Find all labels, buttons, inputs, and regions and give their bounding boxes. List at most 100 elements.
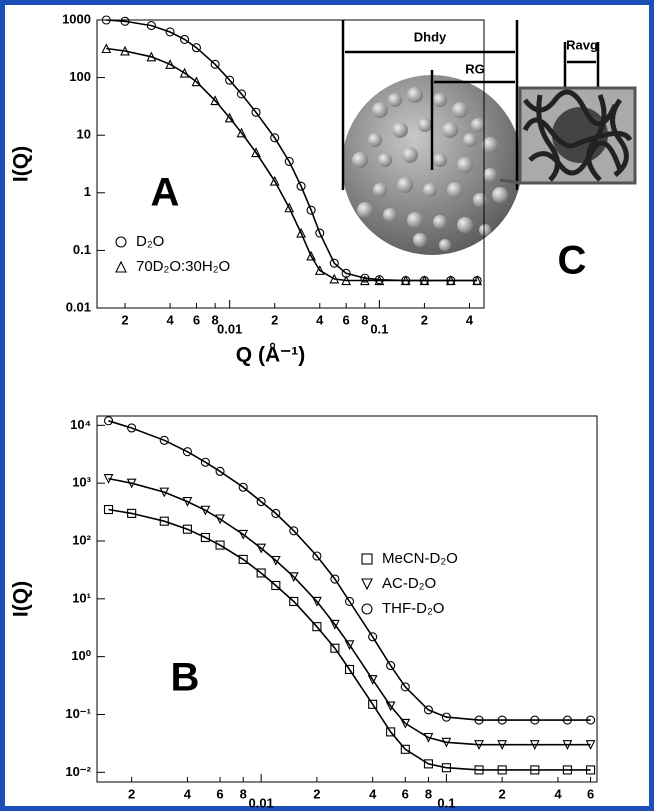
fit-line — [108, 508, 591, 771]
marker — [472, 275, 483, 286]
marker — [180, 34, 190, 44]
marker — [238, 554, 248, 564]
marker — [423, 759, 433, 769]
fit-line — [106, 47, 478, 282]
marker — [385, 701, 396, 712]
x-tick-label: 4 — [466, 312, 474, 327]
marker — [497, 765, 507, 775]
dhdy-label: Dhdy — [414, 29, 447, 44]
marker — [386, 661, 396, 671]
legend-label: 70D₂O:30H₂O — [136, 258, 230, 275]
marker — [529, 740, 540, 750]
marker — [103, 416, 114, 426]
marker — [271, 508, 281, 518]
y-tick-label: 10⁰ — [71, 648, 91, 663]
marker — [368, 699, 378, 709]
x-tick-label: 6 — [402, 786, 409, 801]
marker — [182, 497, 193, 507]
marker — [182, 447, 192, 457]
marker — [329, 619, 340, 630]
x-tick-label: 6 — [587, 786, 594, 801]
marker — [474, 765, 484, 775]
beads — [352, 87, 508, 251]
marker — [296, 181, 306, 191]
marker — [256, 497, 266, 507]
marker — [400, 275, 411, 286]
y-tick-label: 10³ — [72, 475, 91, 490]
marker — [314, 265, 325, 275]
y-tick-label: 1000 — [62, 11, 91, 26]
marker — [312, 551, 322, 561]
marker — [289, 596, 299, 607]
marker — [215, 514, 225, 525]
x-tick-label: 6 — [193, 312, 200, 327]
marker — [441, 712, 451, 722]
marker — [165, 59, 175, 69]
marker — [361, 578, 373, 591]
marker — [341, 275, 352, 286]
x-tick-label: 2 — [421, 312, 428, 327]
marker — [224, 112, 235, 123]
marker — [146, 21, 156, 31]
marker — [238, 482, 248, 492]
y-axis-title: I(Q) — [10, 581, 33, 617]
marker — [312, 596, 322, 607]
marker — [562, 765, 572, 775]
marker — [191, 76, 202, 87]
dimension-lines — [341, 20, 600, 190]
marker — [474, 715, 484, 725]
marker — [270, 555, 281, 566]
marker — [101, 15, 111, 25]
chains — [522, 89, 633, 182]
x-tick-label: 2 — [121, 312, 128, 327]
marker — [159, 516, 169, 526]
marker — [270, 133, 280, 143]
marker — [159, 435, 169, 445]
marker — [400, 682, 410, 692]
marker — [159, 487, 170, 498]
marker — [419, 275, 430, 286]
marker — [306, 250, 316, 261]
x-tick-label: 2 — [271, 312, 278, 327]
marker — [497, 715, 507, 725]
marker — [344, 664, 355, 675]
marker — [423, 705, 433, 715]
x-tick-label: 0.1 — [370, 321, 388, 336]
y-tick-label: 1 — [84, 184, 91, 199]
plot-frame — [96, 19, 485, 309]
marker — [585, 740, 596, 750]
marker — [251, 107, 261, 117]
marker — [210, 95, 221, 106]
panel-label: B — [171, 656, 200, 700]
marker — [236, 89, 247, 99]
marker — [127, 423, 137, 433]
marker — [330, 574, 340, 584]
y-tick-label: 10¹ — [72, 590, 91, 605]
x-tick-label: 8 — [361, 312, 368, 327]
marker — [530, 715, 540, 725]
marker — [359, 275, 370, 286]
marker — [101, 43, 112, 54]
marker — [271, 580, 281, 591]
marker — [329, 258, 339, 268]
diagram: Dhdy RG Ravg C — [341, 20, 637, 283]
marker — [530, 765, 540, 775]
marker — [400, 718, 411, 729]
fit-line — [108, 477, 591, 746]
rg-label: RG — [465, 61, 485, 76]
marker — [497, 740, 508, 750]
marker — [400, 744, 410, 754]
marker — [361, 603, 373, 615]
marker — [562, 715, 572, 725]
marker — [210, 59, 220, 69]
marker — [312, 622, 322, 632]
marker — [127, 508, 137, 518]
marker — [238, 529, 249, 540]
marker — [256, 543, 267, 554]
x-tick-label: 8 — [425, 786, 432, 801]
zoom-link — [499, 178, 521, 185]
x-tick-label: 4 — [554, 786, 562, 801]
x-tick-label: 4 — [316, 312, 324, 327]
marker — [288, 572, 299, 583]
